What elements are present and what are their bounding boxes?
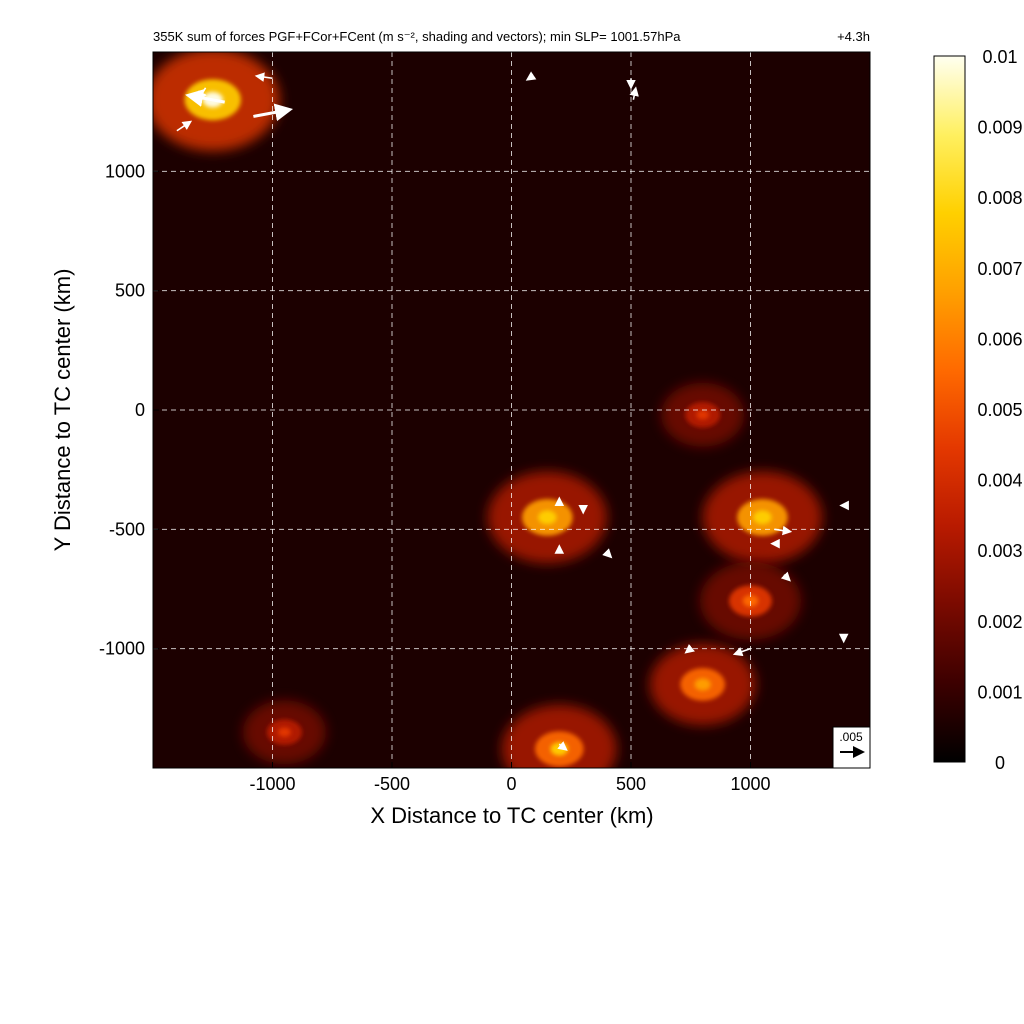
colorbar-tick-label: 0.004 [977, 471, 1022, 491]
hotspot-peak [742, 595, 759, 607]
vector-reference-key: .005 [832, 726, 871, 769]
y-axis: 1000 500 0 -500 -1000 [99, 161, 159, 659]
y-tick-label: -500 [109, 519, 145, 539]
force-vector [602, 548, 613, 559]
hotspot-peak [278, 727, 291, 737]
vector-key-label: .005 [839, 730, 863, 744]
colorbar-tick-label: 0 [995, 753, 1005, 773]
x-tick-label: -1000 [249, 774, 295, 794]
force-vector [557, 741, 568, 751]
colorbar-tick-label: 0.002 [977, 612, 1022, 632]
force-vector [185, 89, 225, 107]
colorbar-tick-label: 0.005 [977, 400, 1022, 420]
hotspot-peak [538, 510, 557, 525]
colorbar: 0 0.001 0.002 0.003 0.004 0.005 0.006 0.007 0.00… [933, 47, 1023, 773]
force-vector [629, 86, 639, 100]
colorbar-tick-label: 0.007 [977, 259, 1022, 279]
plot-background [153, 52, 870, 768]
colorbar-tick-label: 0.006 [977, 329, 1022, 349]
force-vector [176, 120, 193, 132]
x-axis: -1000 -500 0 500 1000 [249, 762, 771, 794]
y-tick-label: 1000 [105, 161, 145, 181]
x-tick-label: -500 [374, 774, 410, 794]
x-tick-label: 0 [506, 774, 516, 794]
y-tick-label: -1000 [99, 639, 145, 659]
vector-layer [176, 71, 849, 751]
y-tick-label: 500 [115, 281, 145, 301]
x-axis-label: X Distance to TC center (km) [370, 803, 653, 828]
force-vector [253, 103, 294, 122]
plot-area: .005 [152, 51, 871, 769]
colorbar-ticks: 0 0.001 0.002 0.003 0.004 0.005 0.006 0.007 0.00… [977, 47, 1022, 773]
colorbar-bar [933, 55, 966, 763]
vector-key-box [832, 726, 871, 769]
x-tick-label: 500 [616, 774, 646, 794]
force-vector [525, 71, 537, 81]
force-vector [254, 72, 273, 82]
colorbar-tick-label: 0.009 [977, 118, 1022, 138]
force-vector [197, 87, 207, 101]
colorbar-tick-label: 0.01 [982, 47, 1017, 67]
colorbar-tick-label: 0.008 [977, 188, 1022, 208]
hotspot-layer [153, 52, 823, 768]
hotspot-peak [694, 678, 711, 691]
colorbar-tick-label: 0.001 [977, 682, 1022, 702]
x-tick-label: 1000 [730, 774, 770, 794]
time-label: +4.3h [837, 29, 870, 44]
force-vector [684, 643, 695, 654]
hotspot-peak [753, 510, 772, 525]
y-tick-label: 0 [135, 400, 145, 420]
colorbar-tick-label: 0.003 [977, 541, 1022, 561]
force-vector [774, 525, 793, 536]
force-vector [732, 647, 751, 657]
y-axis-label: Y Distance to TC center (km) [50, 269, 75, 552]
hotspot-peak [696, 409, 710, 420]
chart-title: 355K sum of forces PGF+FCor+FCent (m s⁻²… [153, 29, 681, 44]
force-vector [780, 571, 791, 582]
